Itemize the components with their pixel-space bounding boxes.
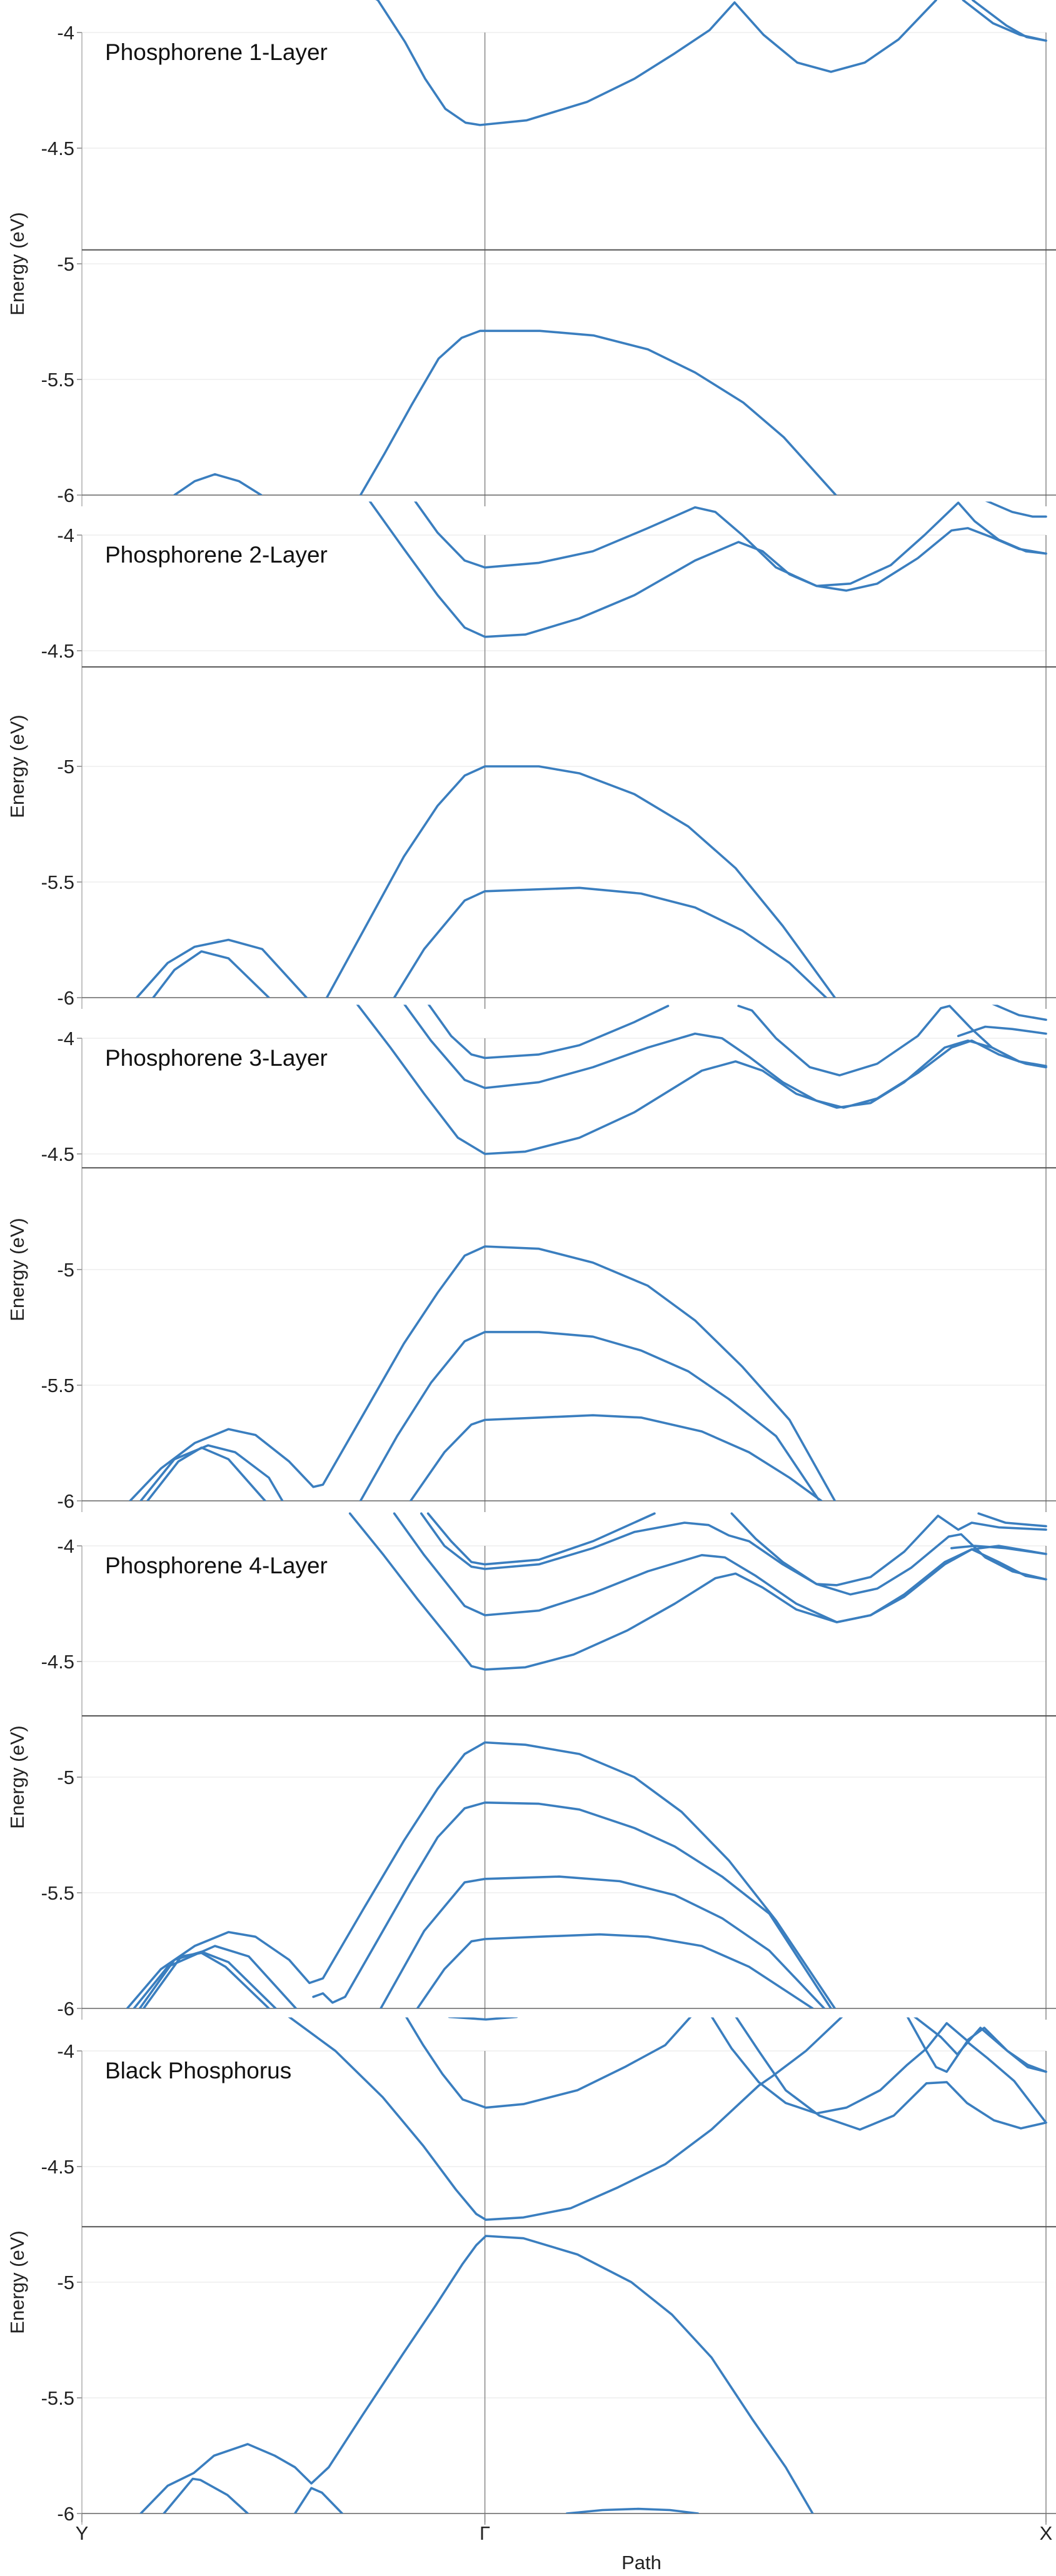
band-line-6 <box>913 2017 1047 2073</box>
y-tick-label: -4 <box>57 22 74 44</box>
band-line-4 <box>426 1512 656 1566</box>
band-line-8 <box>126 1741 837 2009</box>
band-line-6 <box>136 938 308 998</box>
bands <box>129 1005 1047 1501</box>
band-line-5 <box>957 1025 1047 1038</box>
y-tick-label: -5.5 <box>41 369 74 391</box>
band-line-4 <box>359 329 837 496</box>
panel-3: -4 -4.5 -5 -5.5 -6 Phosphorene 3-Layer Energy … <box>6 1005 1056 1512</box>
x-tick-label: Y <box>76 2522 89 2544</box>
band-line-7 <box>152 950 270 998</box>
bands <box>139 2017 1047 2514</box>
y-tick-label: -5.5 <box>41 1882 74 1904</box>
band-line-7 <box>129 1245 837 1501</box>
band-line-9 <box>409 1414 823 1501</box>
x-tick-label: Γ <box>480 2522 490 2544</box>
band-line-7 <box>950 1545 1047 1555</box>
band-line-10 <box>139 1444 284 1501</box>
band-line-9 <box>312 1801 832 2009</box>
band-line-9 <box>163 2477 249 2514</box>
y-axis-label: Energy (eV) <box>6 1725 28 1828</box>
panel-title: Black Phosphorus <box>105 2058 291 2083</box>
y-tick-label: -5 <box>57 1767 74 1788</box>
y-axis-label: Energy (eV) <box>6 1218 28 1321</box>
band-line-3 <box>972 0 1047 42</box>
y-tick-label: -4.5 <box>41 2156 74 2178</box>
y-tick-label: -6 <box>57 484 74 506</box>
y-tick-label: -4 <box>57 2040 74 2062</box>
band-line-1 <box>356 1005 1047 1155</box>
band-line-11 <box>146 1446 266 1501</box>
y-tick-label: -6 <box>57 1490 74 1512</box>
y-tick-label: -4.5 <box>41 1651 74 1673</box>
y-tick-label: -4.5 <box>41 138 74 159</box>
y-tick-label: -5.5 <box>41 871 74 893</box>
band-line-1 <box>375 0 937 126</box>
y-axis-label: Energy (eV) <box>6 714 28 818</box>
band-line-5 <box>906 2017 1047 2124</box>
y-tick-label: -4 <box>57 524 74 546</box>
y-tick-label: -5.5 <box>41 1375 74 1396</box>
panel-title: Phosphorene 2-Layer <box>105 542 328 568</box>
panel-4: -4 -4.5 -5 -5.5 -6 Phosphorene 4-Layer Energy … <box>6 1512 1056 2020</box>
y-tick-label: -6 <box>57 2503 74 2525</box>
band-line-2 <box>403 1005 1047 1109</box>
y-axis-label: Energy (eV) <box>6 212 28 315</box>
band-line-13 <box>138 1950 277 2009</box>
panel-1: -4 -4.5 -5 -5.5 -6 Phosphorene 1-Layer Energy … <box>6 0 1056 506</box>
y-axis-label: Energy (eV) <box>6 2230 28 2333</box>
bands <box>126 1512 1047 2009</box>
y-tick-label: -5 <box>57 253 74 275</box>
band-line-6 <box>992 1005 1047 1021</box>
panel-2: -4 -4.5 -5 -5.5 -6 Phosphorene 2-Layer Energy … <box>6 501 1056 1009</box>
y-tick-label: -4 <box>57 1028 74 1050</box>
band-line-11 <box>565 2507 700 2514</box>
band-line-1 <box>368 501 1047 638</box>
x-axis-label: Path <box>621 2552 661 2573</box>
bands <box>173 0 1047 496</box>
band-line-7 <box>448 2017 518 2021</box>
panel-title: Phosphorene 3-Layer <box>105 1045 328 1071</box>
band-line-4 <box>735 2017 1047 2131</box>
y-tick-label: -4.5 <box>41 1143 74 1165</box>
band-line-3 <box>420 1512 1047 1596</box>
y-tick-label: -6 <box>57 987 74 1009</box>
band-line-4 <box>737 1005 1047 1076</box>
band-line-5 <box>173 473 263 496</box>
band-line-11 <box>416 1933 814 2009</box>
y-tick-label: -5.5 <box>41 2387 74 2409</box>
band-line-6 <box>977 1512 1047 1528</box>
band-line-12 <box>133 1945 298 2009</box>
panel-5: -4 -4.5 -5 -5.5 -6 Black Phosphorus Energy (eV… <box>6 2017 1056 2573</box>
y-tick-label: -4.5 <box>41 640 74 662</box>
band-line-14 <box>142 1952 270 2009</box>
band-line-2 <box>962 0 1047 42</box>
band-line-2 <box>414 501 1047 588</box>
band-line-3 <box>427 1005 670 1060</box>
band-line-1 <box>288 2017 843 2221</box>
band-line-10 <box>293 2487 344 2514</box>
panel-title: Phosphorene 1-Layer <box>105 39 328 65</box>
y-tick-label: -5 <box>57 756 74 778</box>
band-line-4 <box>325 765 837 998</box>
y-tick-label: -5 <box>57 2272 74 2293</box>
x-tick-label: X <box>1040 2522 1053 2544</box>
band-line-10 <box>380 1875 826 2009</box>
band-line-8 <box>359 1331 821 1501</box>
band-line-2 <box>405 2017 692 2109</box>
y-tick-label: -4 <box>57 1535 74 1557</box>
band-line-3 <box>985 501 1047 518</box>
band-line-5 <box>393 886 828 998</box>
band-line-5 <box>730 1512 1047 1586</box>
y-tick-label: -5 <box>57 1259 74 1281</box>
band-line-2 <box>393 1512 1047 1623</box>
band-line-8 <box>139 2235 814 2514</box>
panel-title: Phosphorene 4-Layer <box>105 1553 328 1578</box>
y-tick-label: -6 <box>57 1998 74 2020</box>
bands <box>136 501 1047 998</box>
